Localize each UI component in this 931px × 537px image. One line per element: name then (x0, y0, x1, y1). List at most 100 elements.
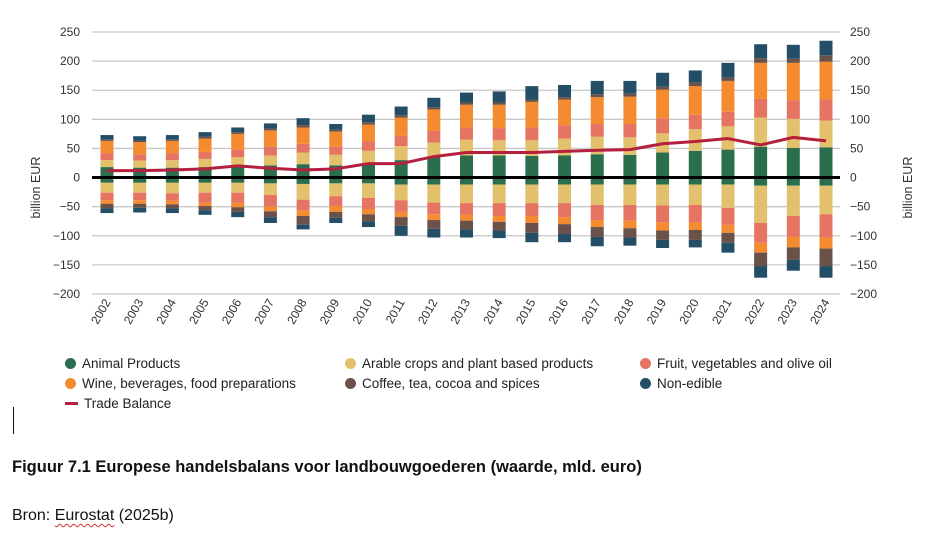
bar-segment-export (819, 147, 833, 178)
bar-segment-export (427, 107, 441, 110)
x-tick-label: 2024 (807, 296, 833, 326)
bar-segment-import (558, 203, 572, 218)
bar-segment-import (623, 184, 637, 205)
bar-segment-export (427, 142, 441, 158)
legend-label: Arable crops and plant based products (362, 356, 594, 371)
bar-segment-export (329, 129, 343, 132)
bar-segment-import (754, 252, 768, 267)
bar-segment-import (394, 184, 408, 201)
bar-segment-export (590, 154, 604, 178)
bar-segment-import (198, 192, 212, 203)
bar-segment-export (100, 140, 114, 154)
x-tick-label: 2007 (252, 296, 278, 326)
x-tick-label: 2004 (153, 296, 179, 326)
bar-segment-import (590, 227, 604, 237)
y-tick-label-right: −150 (850, 258, 877, 272)
x-tick-label: 2017 (578, 296, 604, 326)
bar-segment-import (492, 221, 506, 231)
bar-segment-export (656, 152, 670, 178)
bar-segment-import (263, 206, 277, 212)
bar-segment-import (688, 184, 702, 205)
legend-item-coffee: Coffee, tea, cocoa and spices (345, 376, 540, 391)
bar-segment-import (786, 185, 800, 216)
bar-segment-export (361, 141, 375, 151)
bar-segment-export (786, 100, 800, 119)
legend-swatch (65, 378, 76, 389)
y-tick-label-left: 250 (60, 25, 80, 39)
bar-segment-export (623, 137, 637, 155)
bar-segment-export (558, 125, 572, 139)
bar-segment-import (296, 177, 310, 184)
bar-segment-export (263, 123, 277, 129)
bar-segment-import (460, 229, 473, 238)
bar-segment-export (492, 91, 506, 103)
bar-segment-import (427, 177, 441, 185)
bar-segment-export (754, 58, 768, 63)
bar-segment-import (590, 220, 604, 228)
bar-segment-export (100, 139, 114, 141)
bar-segment-import (460, 214, 473, 221)
bar-segment-import (133, 177, 147, 183)
bar-segment-import (656, 239, 670, 249)
bar-segment-import (786, 215, 800, 237)
bar-segment-export (786, 58, 800, 63)
bar-segment-import (623, 220, 637, 229)
bar-segment-export (525, 86, 539, 100)
bar-segment-export (165, 135, 179, 140)
bar-segment-export (819, 55, 833, 62)
bar-segment-import (329, 196, 343, 207)
x-tick-label: 2018 (611, 296, 637, 326)
bar-segment-export (492, 102, 506, 105)
bar-segment-export (263, 130, 277, 147)
bar-segment-import (754, 222, 768, 243)
bar-segment-import (231, 182, 245, 193)
bar-segment-export (525, 101, 539, 128)
y-tick-label-left: 200 (60, 54, 80, 68)
bar-segment-export (427, 109, 441, 131)
bar-segment-import (231, 192, 245, 203)
x-tick-label: 2013 (448, 296, 474, 326)
bar-segment-export (394, 135, 408, 147)
bar-segment-export (165, 167, 179, 178)
bar-segment-export (721, 77, 735, 81)
legend-item-wine: Wine, beverages, food preparations (65, 376, 296, 391)
bar-segment-export (329, 131, 343, 147)
bar-segment-import (100, 208, 114, 214)
bar-segment-import (656, 230, 670, 240)
text-cursor (13, 407, 14, 434)
bar-segment-export (558, 97, 572, 100)
bar-segment-import (688, 204, 702, 223)
bar-segment-import (492, 215, 506, 222)
bar-segment-import (786, 236, 800, 248)
bar-segment-import (165, 204, 179, 209)
bar-segment-export (231, 127, 245, 133)
bar-segment-import (329, 183, 343, 197)
bar-segment-export (165, 153, 179, 161)
bar-segment-import (100, 200, 114, 204)
bar-segment-export (656, 89, 670, 119)
legend-item-trade-balance: Trade Balance (65, 396, 171, 411)
y-tick-label-right: 50 (850, 141, 864, 155)
bar-segment-export (786, 118, 800, 148)
bar-segment-export (623, 96, 637, 124)
bar-segment-import (525, 215, 539, 223)
y-tick-label-left: 0 (73, 171, 80, 185)
bar-segment-export (656, 118, 670, 134)
bar-segment-import (623, 204, 637, 221)
bar-segment-export (460, 127, 473, 140)
y-axis-title-right: billion EUR (901, 157, 915, 219)
bar-segment-import (231, 211, 245, 218)
bar-segment-export (329, 146, 343, 155)
y-tick-label-left: 150 (60, 83, 80, 97)
x-tick-label: 2003 (121, 296, 147, 326)
bar-segment-export (231, 132, 245, 134)
bar-segment-export (165, 160, 179, 168)
bar-segment-import (460, 203, 473, 215)
bar-segment-import (263, 195, 277, 207)
x-tick-label: 2019 (644, 296, 670, 326)
bar-segment-export (819, 99, 833, 121)
y-tick-label-right: 0 (850, 171, 857, 185)
bar-segment-import (198, 177, 212, 183)
bar-segment-import (263, 211, 277, 218)
y-tick-label-right: −200 (850, 287, 877, 301)
